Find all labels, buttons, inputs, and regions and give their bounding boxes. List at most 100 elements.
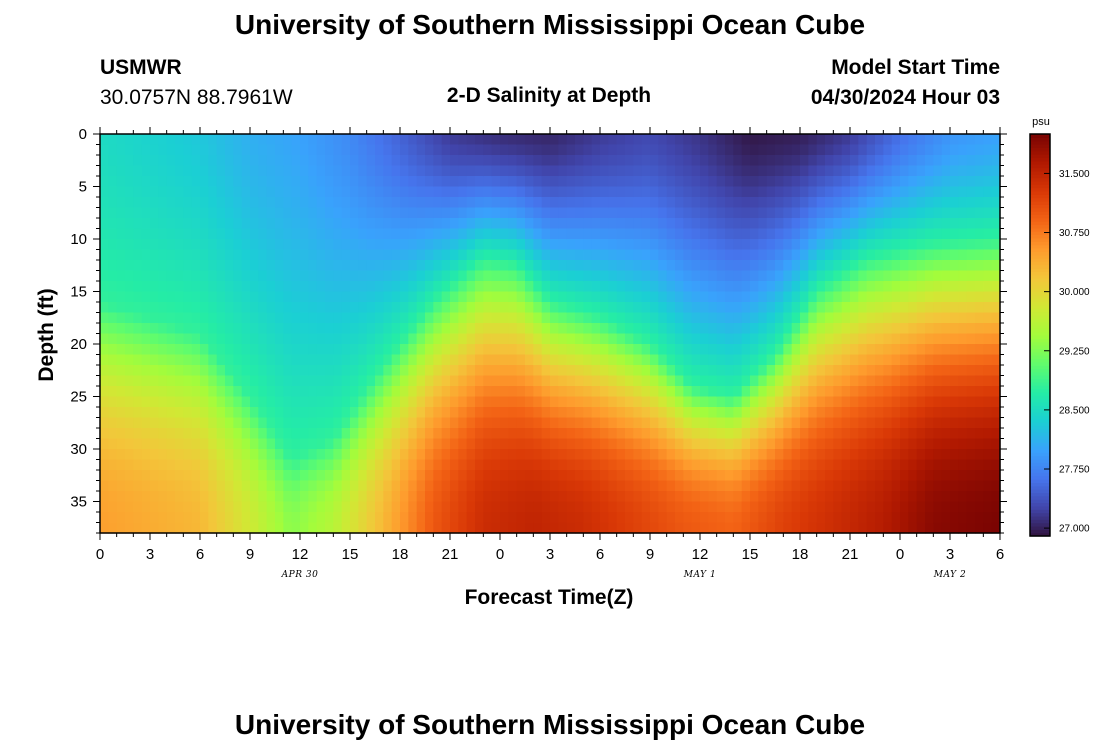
heatmap-cell [583,449,593,461]
heatmap-cell [616,449,626,461]
heatmap-cell [616,218,626,230]
colorbar-segment [1030,271,1050,276]
heatmap-cell [458,522,468,534]
heatmap-cell [941,354,951,366]
heatmap-cell [958,291,968,303]
heatmap-cell [908,396,918,408]
heatmap-cell [483,365,493,377]
heatmap-cell [858,144,868,156]
heatmap-cell [733,386,743,398]
heatmap-cell [408,323,418,335]
heatmap-cell [741,344,751,356]
heatmap-cell [658,470,668,482]
heatmap-cell [925,270,934,282]
heatmap-cell [766,522,776,534]
heatmap-cell [583,302,593,314]
heatmap-cell [416,270,426,282]
heatmap-cell [991,522,1001,534]
heatmap-cell [391,491,401,503]
heatmap-cell [383,501,393,513]
heatmap-cell [816,459,826,471]
heatmap-cell [541,302,551,314]
heatmap-cell [341,396,351,408]
heatmap-cell [275,354,284,366]
heatmap-cell [891,134,901,146]
heatmap-cell [933,260,943,272]
heatmap-cell [966,134,976,146]
heatmap-cell [400,480,409,492]
heatmap-cell [150,144,159,156]
heatmap-cell [800,270,809,282]
heatmap-cell [866,249,876,261]
heatmap-cell [725,134,734,146]
heatmap-cell [658,186,668,198]
heatmap-cell [975,165,984,177]
heatmap-cell [750,344,759,356]
heatmap-cell [691,501,701,513]
heatmap-cell [925,438,934,450]
heatmap-cell [591,260,601,272]
heatmap-cell [200,470,209,482]
heatmap-cell [816,186,826,198]
heatmap-cell [383,176,393,188]
heatmap-cell [583,165,593,177]
heatmap-cell [566,207,576,219]
heatmap-cell [875,155,884,167]
colorbar-segment [1030,458,1050,463]
heatmap-cell [358,428,368,440]
heatmap-cell [333,197,343,209]
heatmap-cell [283,365,293,377]
heatmap-cell [200,438,209,450]
heatmap-cell [933,522,943,534]
heatmap-cell [891,281,901,293]
heatmap-cell [833,207,843,219]
heatmap-cell [250,260,259,272]
heatmap-cell [741,428,751,440]
heatmap-cell [750,365,759,377]
heatmap-cell [150,396,159,408]
heatmap-cell [491,260,501,272]
heatmap-cell [700,449,709,461]
heatmap-cell [283,260,293,272]
heatmap-cell [833,491,843,503]
heatmap-cell [308,207,318,219]
heatmap-cell [616,134,626,146]
heatmap-cell [883,428,893,440]
heatmap-cell [958,323,968,335]
heatmap-cell [608,291,618,303]
colorbar-segment [1030,311,1050,316]
heatmap-cell [391,459,401,471]
heatmap-cell [575,386,584,398]
heatmap-cell [450,155,459,167]
heatmap-cell [900,333,909,345]
heatmap-cell [300,480,309,492]
heatmap-cell [625,270,634,282]
heatmap-cell [175,449,184,461]
heatmap-cell [175,207,184,219]
heatmap-cell [716,449,726,461]
heatmap-cell [608,281,618,293]
heatmap-cell [625,386,634,398]
heatmap-cell [941,155,951,167]
heatmap-cell [300,428,309,440]
heatmap-cell [650,134,659,146]
heatmap-cell [316,365,326,377]
heatmap-cell [775,512,784,524]
heatmap-cell [533,428,543,440]
heatmap-cell [441,323,451,335]
heatmap-cell [158,365,168,377]
heatmap-cell [325,375,334,387]
heatmap-cell [983,228,993,240]
heatmap-cell [100,333,109,345]
heatmap-cell [700,281,709,293]
heatmap-cell [300,438,309,450]
heatmap-cell [291,449,301,461]
heatmap-cell [350,365,359,377]
colorbar-segment [1030,194,1050,199]
heatmap-cell [350,344,359,356]
heatmap-cell [333,512,343,524]
heatmap-cell [208,239,218,251]
heatmap-cell [133,522,143,534]
heatmap-cell [616,512,626,524]
heatmap-cell [550,365,559,377]
